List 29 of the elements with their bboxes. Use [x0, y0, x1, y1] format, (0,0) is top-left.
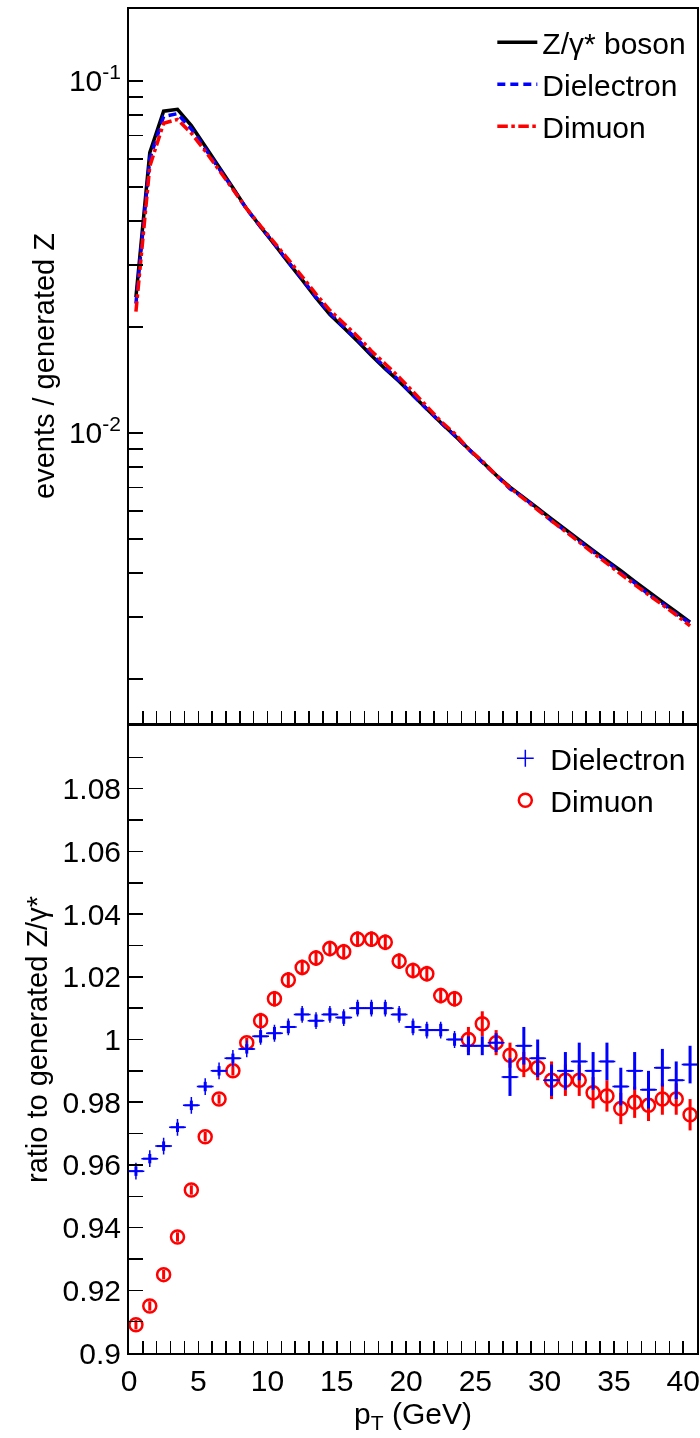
y-tick-label: 1.08	[62, 772, 121, 806]
x-tick-label: 40	[666, 1364, 700, 1397]
x-tick-label: 35	[597, 1364, 631, 1397]
y-tick-label: 0.9	[79, 1336, 121, 1370]
x-tick-label: 30	[527, 1364, 562, 1397]
legend-label: Dimuon	[550, 784, 654, 818]
y-axis-title: events / generated Z	[27, 233, 60, 499]
y-tick-label: 0.94	[62, 1211, 121, 1245]
x-tick-label: 10	[250, 1364, 285, 1397]
y-tick-label: 1.06	[62, 834, 121, 868]
y-tick-label: 1	[104, 1023, 121, 1056]
x-tick-label: 15	[320, 1364, 354, 1397]
y-axis-title: ratio to generated Z/γ*	[21, 896, 54, 1183]
x-tick-label: 5	[189, 1364, 207, 1397]
legend-label: Z/γ* boson	[542, 26, 686, 60]
x-tick-label: 25	[458, 1364, 493, 1397]
y-tick-label: 10$^{-1}$	[68, 59, 121, 98]
y-tick-label: 0.98	[62, 1085, 121, 1119]
y-tick-label: 0.92	[62, 1273, 121, 1307]
x-axis-title: p$_{T}$ (GeV)	[354, 1397, 472, 1435]
y-tick-label: 0.96	[62, 1148, 121, 1182]
legend-label: Dielectron	[550, 742, 686, 776]
y-tick-label: 1.04	[62, 897, 121, 931]
y-tick-label: 1.02	[62, 960, 121, 994]
y-tick-label: 10$^{-2}$	[68, 411, 121, 450]
legend-label: Dimuon	[542, 110, 646, 144]
x-tick-label: 20	[389, 1364, 423, 1397]
x-tick-label: 0	[120, 1364, 138, 1397]
legend-label: Dielectron	[542, 68, 678, 102]
